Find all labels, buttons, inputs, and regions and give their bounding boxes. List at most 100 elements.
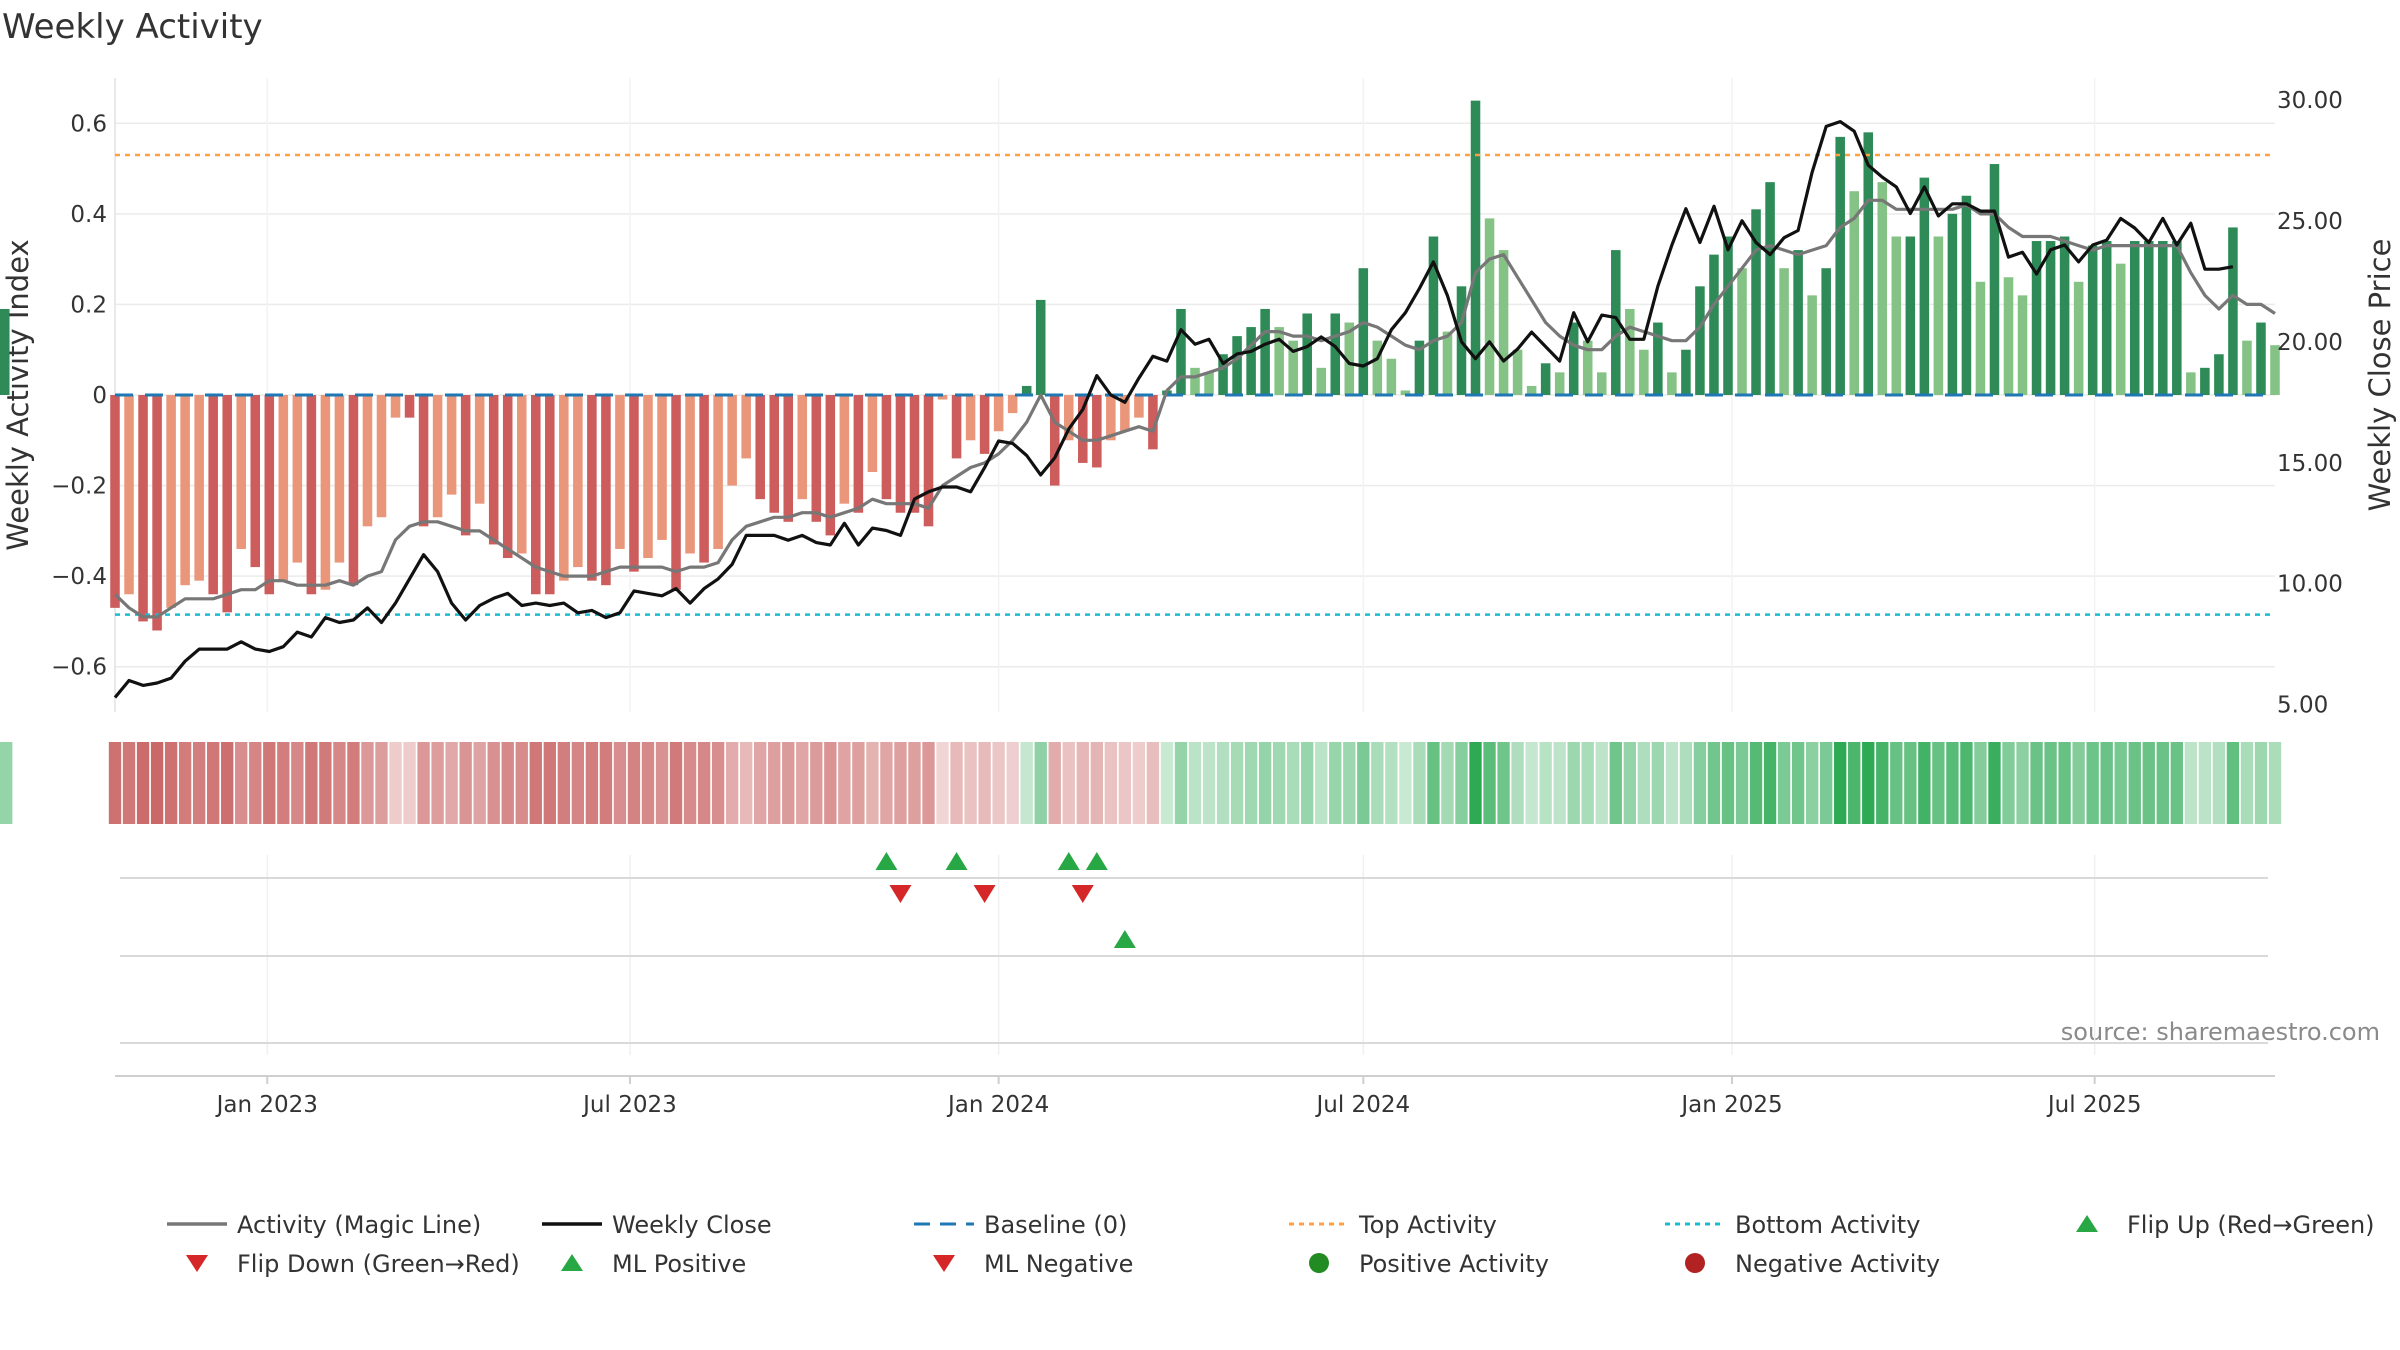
activity-bar [1554, 372, 1565, 395]
heat-cell [207, 742, 220, 824]
activity-bar [418, 395, 429, 527]
activity-bar [1891, 236, 1902, 395]
activity-bar [1653, 322, 1663, 395]
heat-cell [1343, 742, 1356, 824]
heat-cell [627, 742, 641, 824]
heat-cell [1525, 742, 1538, 824]
heat-cell [1329, 742, 1342, 824]
heat-cell [2226, 742, 2240, 824]
heat-cell [2058, 742, 2071, 824]
activity-bar [250, 395, 261, 568]
activity-bar [1400, 390, 1411, 395]
heat-cell [403, 742, 416, 824]
heat-cell [108, 742, 122, 824]
activity-bar [2270, 345, 2280, 395]
heat-cell [782, 742, 795, 824]
legend: Activity (Magic Line) Weekly Close Baselin… [167, 1211, 2375, 1278]
activity-bar [474, 395, 485, 504]
activity-bar [1751, 209, 1761, 395]
activity-bar [222, 395, 232, 613]
heat-cell [669, 742, 683, 824]
activity-bar [1596, 372, 1607, 395]
heat-cell [1188, 742, 1202, 824]
magic-line [113, 198, 2276, 619]
activity-bar [1049, 395, 1060, 486]
heat-cell [2100, 742, 2113, 824]
legend-symbol-up-triangle [561, 1254, 583, 1271]
activity-bar [2059, 236, 2070, 395]
heat-cell [796, 742, 809, 824]
activity-bar [979, 395, 990, 454]
legend-label: Top Activity [1358, 1211, 1497, 1239]
activity-bar [1681, 349, 1691, 395]
heat-cell [1272, 742, 1286, 824]
activity-bar [1302, 313, 1312, 395]
legend-label: Activity (Magic Line) [237, 1211, 481, 1239]
heat-cell [880, 742, 893, 824]
activity-bar [601, 395, 611, 586]
heat-cell [2142, 742, 2155, 824]
activity-bar [1021, 385, 1032, 395]
heat-cell [150, 742, 164, 824]
heat-cell [1890, 742, 1903, 824]
heat-cell [319, 742, 332, 824]
activity-bar [1063, 395, 1074, 441]
heat-cell [2002, 742, 2015, 824]
activity-bar [1134, 395, 1144, 418]
activity-bar [1190, 367, 1200, 395]
heat-cell [1483, 742, 1496, 824]
flip-down-marker [1071, 885, 1094, 903]
activity-bar [502, 395, 513, 559]
heat-cell [1637, 742, 1651, 824]
activity-bar [699, 395, 709, 563]
activity-bar [1176, 308, 1186, 395]
heat-cell [1974, 742, 1987, 824]
activity-bar [488, 395, 499, 545]
activity-bar [306, 395, 317, 595]
heat-cell [389, 742, 402, 824]
activity-bar [1863, 132, 1874, 396]
heat-cell [1960, 742, 1973, 824]
heat-cell [1834, 742, 1847, 824]
activity-bar [951, 395, 962, 459]
heat-cell [1132, 742, 1146, 824]
activity-bar [320, 395, 331, 590]
flip-up-marker [1057, 852, 1080, 870]
heat-cell [1721, 742, 1735, 824]
heat-cell [1581, 742, 1594, 824]
activity-bar [1035, 299, 1046, 395]
heat-cell [1230, 742, 1244, 824]
activity-bar [1779, 268, 1789, 395]
activity-bar [755, 395, 765, 500]
heat-cell [1455, 742, 1468, 824]
right-tick-label: 30.00 [2277, 88, 2343, 114]
x-tick-label: Jan 2024 [946, 1092, 1049, 1118]
activity-bar [0, 308, 10, 395]
heat-cell [599, 742, 613, 824]
legend-symbol-up-triangle [2076, 1215, 2098, 1232]
heat-cell [1763, 742, 1777, 824]
legend-symbol-down-triangle [933, 1255, 955, 1272]
activity-bar [993, 395, 1004, 432]
left-tick-label: 0.6 [70, 111, 107, 137]
right-tick-label: 15.00 [2277, 451, 2343, 477]
heat-cell [417, 742, 430, 824]
heat-cell [1497, 742, 1510, 824]
heat-cell [1805, 742, 1819, 824]
heat-cell [1146, 742, 1160, 824]
heat-cell [613, 742, 627, 824]
heat-cell [655, 742, 669, 824]
heat-cell [2184, 742, 2198, 824]
axis-ticks: −0.6 −0.4 −0.2 0 0.2 0.4 0.6 5.00 10.00 15.00 20.0… [51, 88, 2343, 719]
heat-cell [1287, 742, 1300, 824]
heat-cell [1876, 742, 1889, 824]
activity-bar [2101, 241, 2112, 395]
heat-cell [936, 742, 949, 824]
activity-bar [376, 395, 387, 518]
activity-bar [334, 395, 345, 563]
activity-bar [2087, 245, 2098, 395]
activity-bar [180, 395, 190, 586]
heat-cell [1918, 742, 1931, 824]
activity-bar [1498, 250, 1509, 395]
heat-cell [529, 742, 542, 824]
